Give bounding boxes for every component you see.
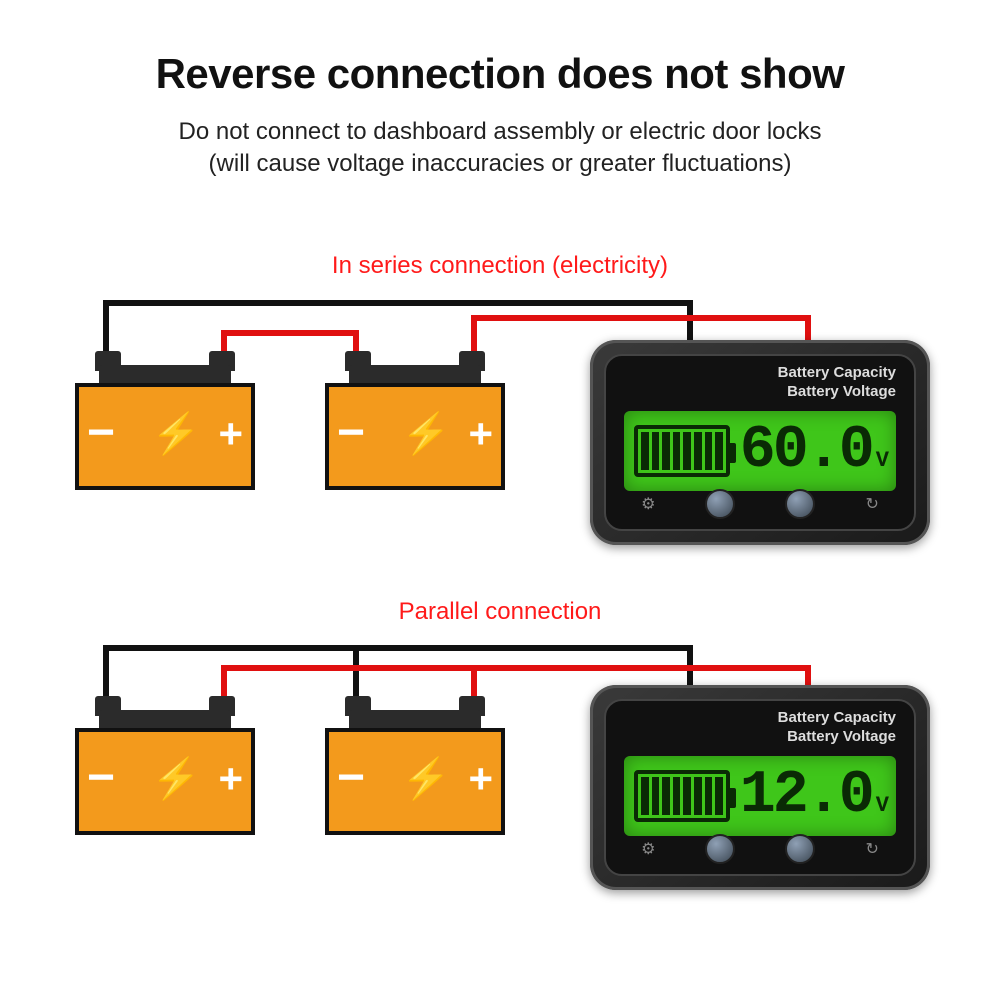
settings-button[interactable]	[705, 489, 735, 519]
meter-buttons: ⚙ ↻	[606, 489, 914, 519]
plus-symbol: +	[218, 413, 243, 455]
battery-level-icon	[634, 425, 730, 477]
reading-value: 60.0	[740, 417, 872, 485]
lcd-screen: 12.0 V	[624, 756, 896, 836]
minus-symbol: −	[337, 409, 365, 457]
reading-value: 12.0	[740, 762, 872, 830]
meter-labels: Battery Capacity Battery Voltage	[778, 364, 896, 402]
voltage-reading: 12.0 V	[740, 762, 886, 830]
wire-black	[103, 645, 693, 651]
meter-label-capacity: Battery Capacity	[778, 709, 896, 728]
lcd-screen: 60.0 V	[624, 411, 896, 491]
battery-1: − ⚡ +	[75, 700, 255, 835]
voltage-meter-parallel: Battery Capacity Battery Voltage 12.0 V …	[590, 685, 930, 890]
meter-label-voltage: Battery Voltage	[778, 728, 896, 747]
battery-2: − ⚡ +	[325, 355, 505, 490]
series-label: In series connection (electricity)	[0, 252, 1000, 280]
settings-button[interactable]	[705, 834, 735, 864]
bolt-icon: ⚡	[151, 410, 201, 457]
series-diagram: − ⚡ + − ⚡ + Battery Capacity Battery Vol…	[0, 300, 1000, 560]
wire-red	[471, 315, 811, 321]
refresh-icon: ↻	[865, 494, 878, 514]
voltage-meter-series: Battery Capacity Battery Voltage 60.0 V …	[590, 340, 930, 545]
battery-level-icon	[634, 770, 730, 822]
wire-red	[221, 330, 359, 336]
cycle-button[interactable]	[785, 834, 815, 864]
voltage-reading: 60.0 V	[740, 417, 886, 485]
meter-buttons: ⚙ ↻	[606, 834, 914, 864]
plus-symbol: +	[218, 758, 243, 800]
meter-labels: Battery Capacity Battery Voltage	[778, 709, 896, 747]
meter-bezel: Battery Capacity Battery Voltage 12.0 V …	[604, 699, 916, 876]
subtitle-line-2: (will cause voltage inaccuracies or grea…	[209, 150, 792, 177]
wire-black	[103, 300, 693, 306]
subtitle-line-1: Do not connect to dashboard assembly or …	[179, 118, 822, 145]
bolt-icon: ⚡	[401, 410, 451, 457]
gear-icon: ⚙	[641, 494, 655, 514]
parallel-label: Parallel connection	[0, 598, 1000, 626]
cycle-button[interactable]	[785, 489, 815, 519]
battery-2: − ⚡ +	[325, 700, 505, 835]
meter-label-capacity: Battery Capacity	[778, 364, 896, 383]
meter-bezel: Battery Capacity Battery Voltage 60.0 V …	[604, 354, 916, 531]
plus-symbol: +	[468, 758, 493, 800]
bolt-icon: ⚡	[151, 755, 201, 802]
page-subtitle: Do not connect to dashboard assembly or …	[0, 116, 1000, 181]
bolt-icon: ⚡	[401, 755, 451, 802]
refresh-icon: ↻	[865, 839, 878, 859]
meter-label-voltage: Battery Voltage	[778, 383, 896, 402]
minus-symbol: −	[87, 754, 115, 802]
gear-icon: ⚙	[641, 839, 655, 859]
plus-symbol: +	[468, 413, 493, 455]
battery-1: − ⚡ +	[75, 355, 255, 490]
page-title: Reverse connection does not show	[0, 0, 1000, 98]
reading-unit: V	[876, 448, 886, 473]
wire-red	[221, 665, 811, 671]
reading-unit: V	[876, 793, 886, 818]
minus-symbol: −	[337, 754, 365, 802]
parallel-diagram: − ⚡ + − ⚡ + Battery Capacity Battery Vol…	[0, 645, 1000, 925]
minus-symbol: −	[87, 409, 115, 457]
